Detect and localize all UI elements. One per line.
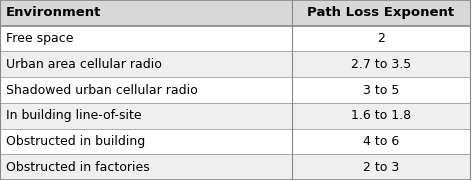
Bar [0,51,292,77]
Bar [292,51,470,77]
Text: 3 to 5: 3 to 5 [363,84,399,96]
Bar [0,26,292,51]
Text: Urban area cellular radio: Urban area cellular radio [6,58,162,71]
Bar [0,154,292,180]
Bar [292,154,470,180]
Bar [0,0,292,26]
Text: Free space: Free space [6,32,73,45]
Bar [0,77,292,103]
Bar [0,103,292,129]
Text: Obstructed in factories: Obstructed in factories [6,161,150,174]
Text: Path Loss Exponent: Path Loss Exponent [307,6,455,19]
Bar [292,26,470,51]
Text: 2 to 3: 2 to 3 [363,161,399,174]
Text: 4 to 6: 4 to 6 [363,135,399,148]
Bar [0,129,292,154]
Text: Environment: Environment [6,6,101,19]
Text: In building line-of-site: In building line-of-site [6,109,142,122]
Text: Obstructed in building: Obstructed in building [6,135,146,148]
Bar [292,0,470,26]
Bar [292,129,470,154]
Text: 2: 2 [377,32,385,45]
Text: Shadowed urban cellular radio: Shadowed urban cellular radio [6,84,198,96]
Text: 1.6 to 1.8: 1.6 to 1.8 [351,109,411,122]
Text: 2.7 to 3.5: 2.7 to 3.5 [351,58,411,71]
Bar [292,103,470,129]
Bar [292,77,470,103]
